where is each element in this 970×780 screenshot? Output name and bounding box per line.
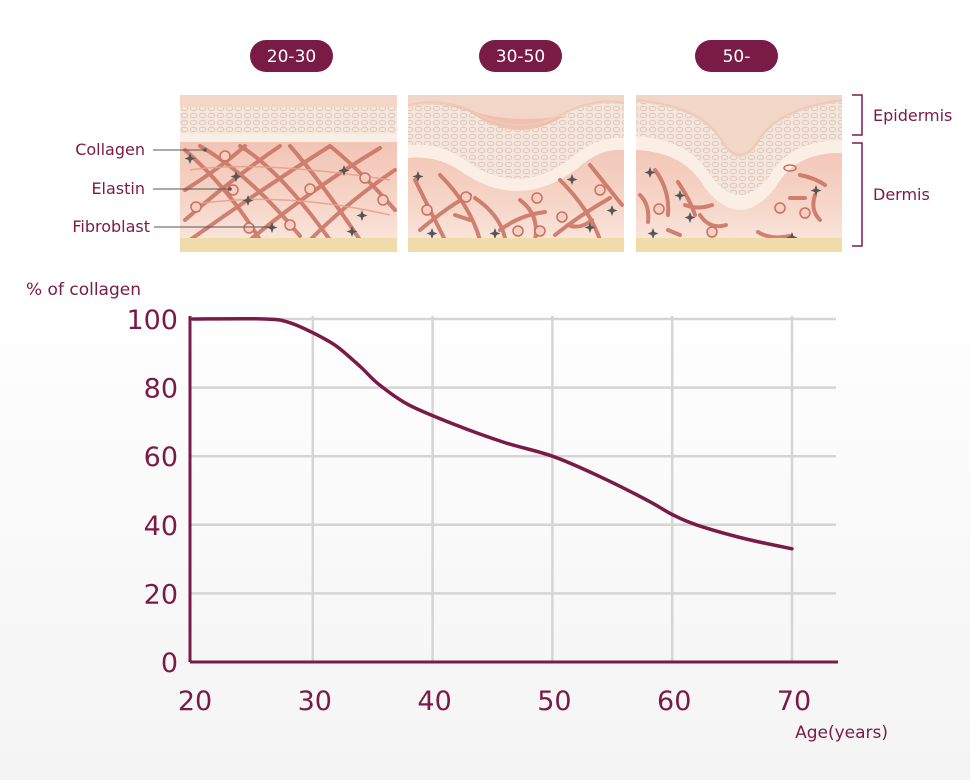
y-tick-labels: 0 20 40 60 80 100	[126, 305, 178, 679]
x-axis-title: Age(years)	[795, 723, 888, 743]
collagen-series-line	[191, 316, 794, 551]
label-collagen: Collagen	[75, 140, 207, 159]
x-tick-label: 70	[777, 686, 811, 717]
y-tick-label: 100	[126, 305, 178, 336]
epidermis-label: Epidermis	[873, 106, 952, 125]
x-tick-labels: 20 30 40 50 60 70	[178, 686, 811, 717]
chart-grid	[190, 316, 836, 662]
collagen-label: Collagen	[75, 140, 145, 159]
label-elastin: Elastin	[91, 179, 232, 198]
skin-panel-old	[636, 95, 842, 252]
x-tick-label: 20	[178, 686, 212, 717]
chart-axes	[188, 316, 838, 664]
x-tick-label: 30	[298, 686, 332, 717]
fibroblast-label: Fibroblast	[72, 217, 150, 236]
x-tick-label: 50	[537, 686, 571, 717]
y-axis-title: % of collagen	[26, 280, 141, 300]
dermis-bracket: Dermis	[852, 142, 930, 247]
y-tick-label: 20	[144, 579, 178, 610]
x-tick-label: 60	[657, 686, 691, 717]
stage-label: 20-30	[267, 47, 316, 67]
dermis-label: Dermis	[873, 185, 930, 204]
skin-panel-young	[180, 95, 397, 252]
y-tick-label: 80	[144, 374, 178, 405]
y-tick-label: 40	[144, 511, 178, 542]
stage-pill-2: 30-50	[479, 40, 562, 72]
elastin-label: Elastin	[91, 179, 145, 198]
epidermis-bracket: Epidermis	[852, 94, 952, 136]
stage-label: 50-	[723, 47, 751, 67]
stage-pill-3: 50-	[695, 40, 778, 72]
stage-pill-1: 20-30	[250, 40, 333, 72]
stage-label: 30-50	[496, 47, 545, 67]
y-tick-label: 60	[144, 442, 178, 473]
x-tick-label: 40	[417, 686, 451, 717]
y-tick-label: 0	[161, 648, 178, 679]
skin-aging-diagram: 20-30 30-50 50-	[72, 40, 952, 252]
label-fibroblast: Fibroblast	[72, 217, 274, 236]
skin-panel-middle	[408, 95, 624, 252]
